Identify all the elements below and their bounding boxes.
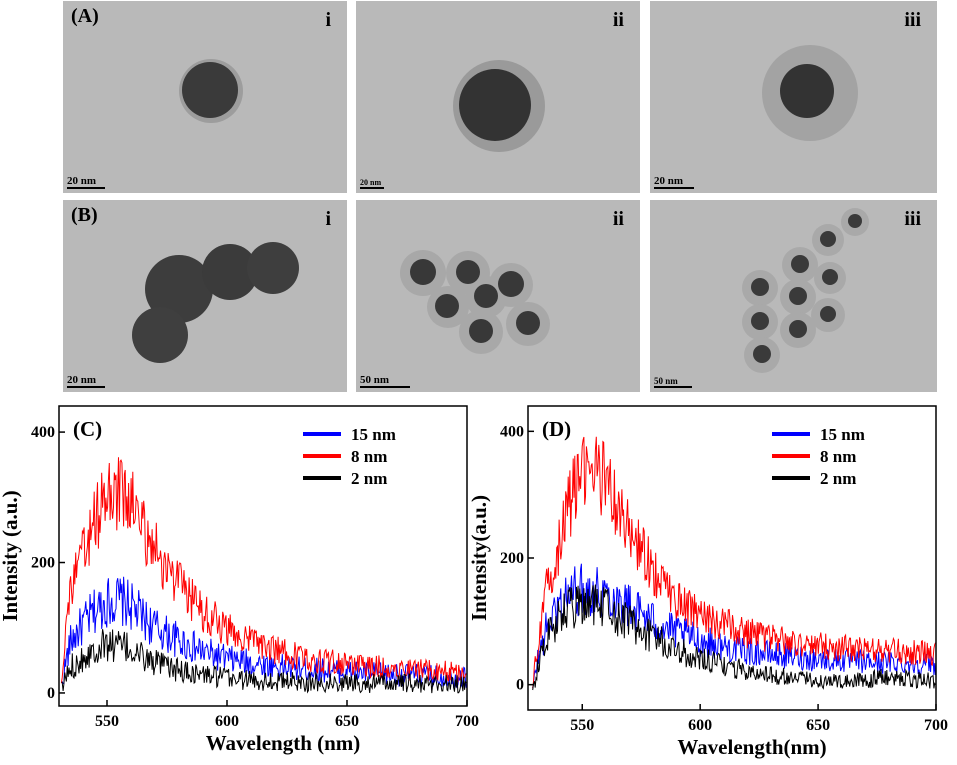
tem-panel-a-iii: iii 20 nm [650,1,937,193]
legend-label: 8 nm [820,447,856,466]
scale-bar-label: 20 nm [654,175,684,187]
y-tick-label: 400 [31,424,55,441]
series-line-8-nm [532,436,936,689]
tem-image [400,250,550,354]
subpanel-label: ii [612,9,624,31]
scale-bar [360,386,410,388]
panel-label-a: (A) [71,5,99,27]
legend-label: 8 nm [351,447,387,466]
x-tick-label: 550 [570,717,594,734]
particle-core [780,64,834,118]
x-axis-label: Wavelength (nm) [206,731,361,755]
scale-bar-label: 20 nm [360,178,382,187]
y-tick-label: 0 [516,677,524,694]
tem-panel-b-ii: ii 50 nm [356,200,640,392]
x-tick-label: 600 [688,717,712,734]
subpanel-label: iii [904,208,921,230]
subpanel-label: i [325,9,331,31]
panel-label-b: (B) [71,204,98,226]
y-axis-label: Intensity(a.u.) [467,495,491,621]
legend-label: 2 nm [351,469,387,488]
y-tick-label: 200 [31,555,55,572]
x-tick-label: 600 [215,713,239,730]
tem-image [179,59,243,123]
panel-label: (C) [73,417,102,441]
scale-bar [654,386,692,388]
particle-core [132,307,188,363]
tem-image [132,242,299,363]
tem-image [742,208,869,373]
x-tick-label: 700 [924,717,948,734]
series-line-2-nm [532,584,936,691]
subpanel-label: iii [904,9,921,31]
chart-1: 550 600 650 700 0 200 400 Wavelength(nm) Intensi… [467,405,948,759]
particle-core [459,69,531,141]
series-line-15-nm [61,576,467,689]
x-tick-label: 650 [335,713,359,730]
plot-frame [58,405,468,707]
tem-image [762,45,858,141]
particle-cores [751,214,862,363]
series-line-2-nm [61,629,467,694]
scale-bar-label: 20 nm [67,175,97,187]
x-tick-label: 550 [95,713,119,730]
subpanel-label: i [325,208,331,230]
spectra-charts: 550 600 650 700 0 200 400 Wavelength (nm) Intens… [0,405,948,759]
tem-image [453,60,545,152]
y-tick-label: 400 [500,423,524,440]
tem-panel-b-iii: iii 50 nm [650,200,937,392]
particle-core [247,242,299,294]
tem-panel-a-ii: ii 20 nm [356,1,640,193]
scale-bar-label: 20 nm [67,374,97,386]
scale-bar [654,187,694,189]
x-axis-label: Wavelength(nm) [677,735,826,759]
scale-bar [67,187,105,189]
scale-bar [360,187,384,189]
tem-panel-b-i: (B) i 20 nm [63,200,347,392]
scale-bar-label: 50 nm [360,374,390,386]
y-tick-label: 0 [47,685,55,702]
particle-core [182,62,238,118]
x-tick-label: 650 [806,717,830,734]
y-axis-label: Intensity (a.u.) [0,490,22,621]
scale-bar-label: 50 nm [654,376,678,386]
series-line-15-nm [532,563,936,689]
panel-label: (D) [542,417,571,441]
scale-bar [67,386,105,388]
particle-core [145,255,213,323]
chart-0: 550 600 650 700 0 200 400 Wavelength (nm) Intens… [0,405,479,755]
legend-label: 15 nm [820,425,865,444]
legend-label: 15 nm [351,425,396,444]
particle-core [202,244,258,300]
legend-label: 2 nm [820,469,856,488]
y-tick-label: 200 [500,550,524,567]
particle-cores [410,259,540,343]
x-tick-label: 700 [455,713,479,730]
tem-panel-a-i: (A) i 20 nm [63,1,347,193]
subpanel-label: ii [612,208,624,230]
